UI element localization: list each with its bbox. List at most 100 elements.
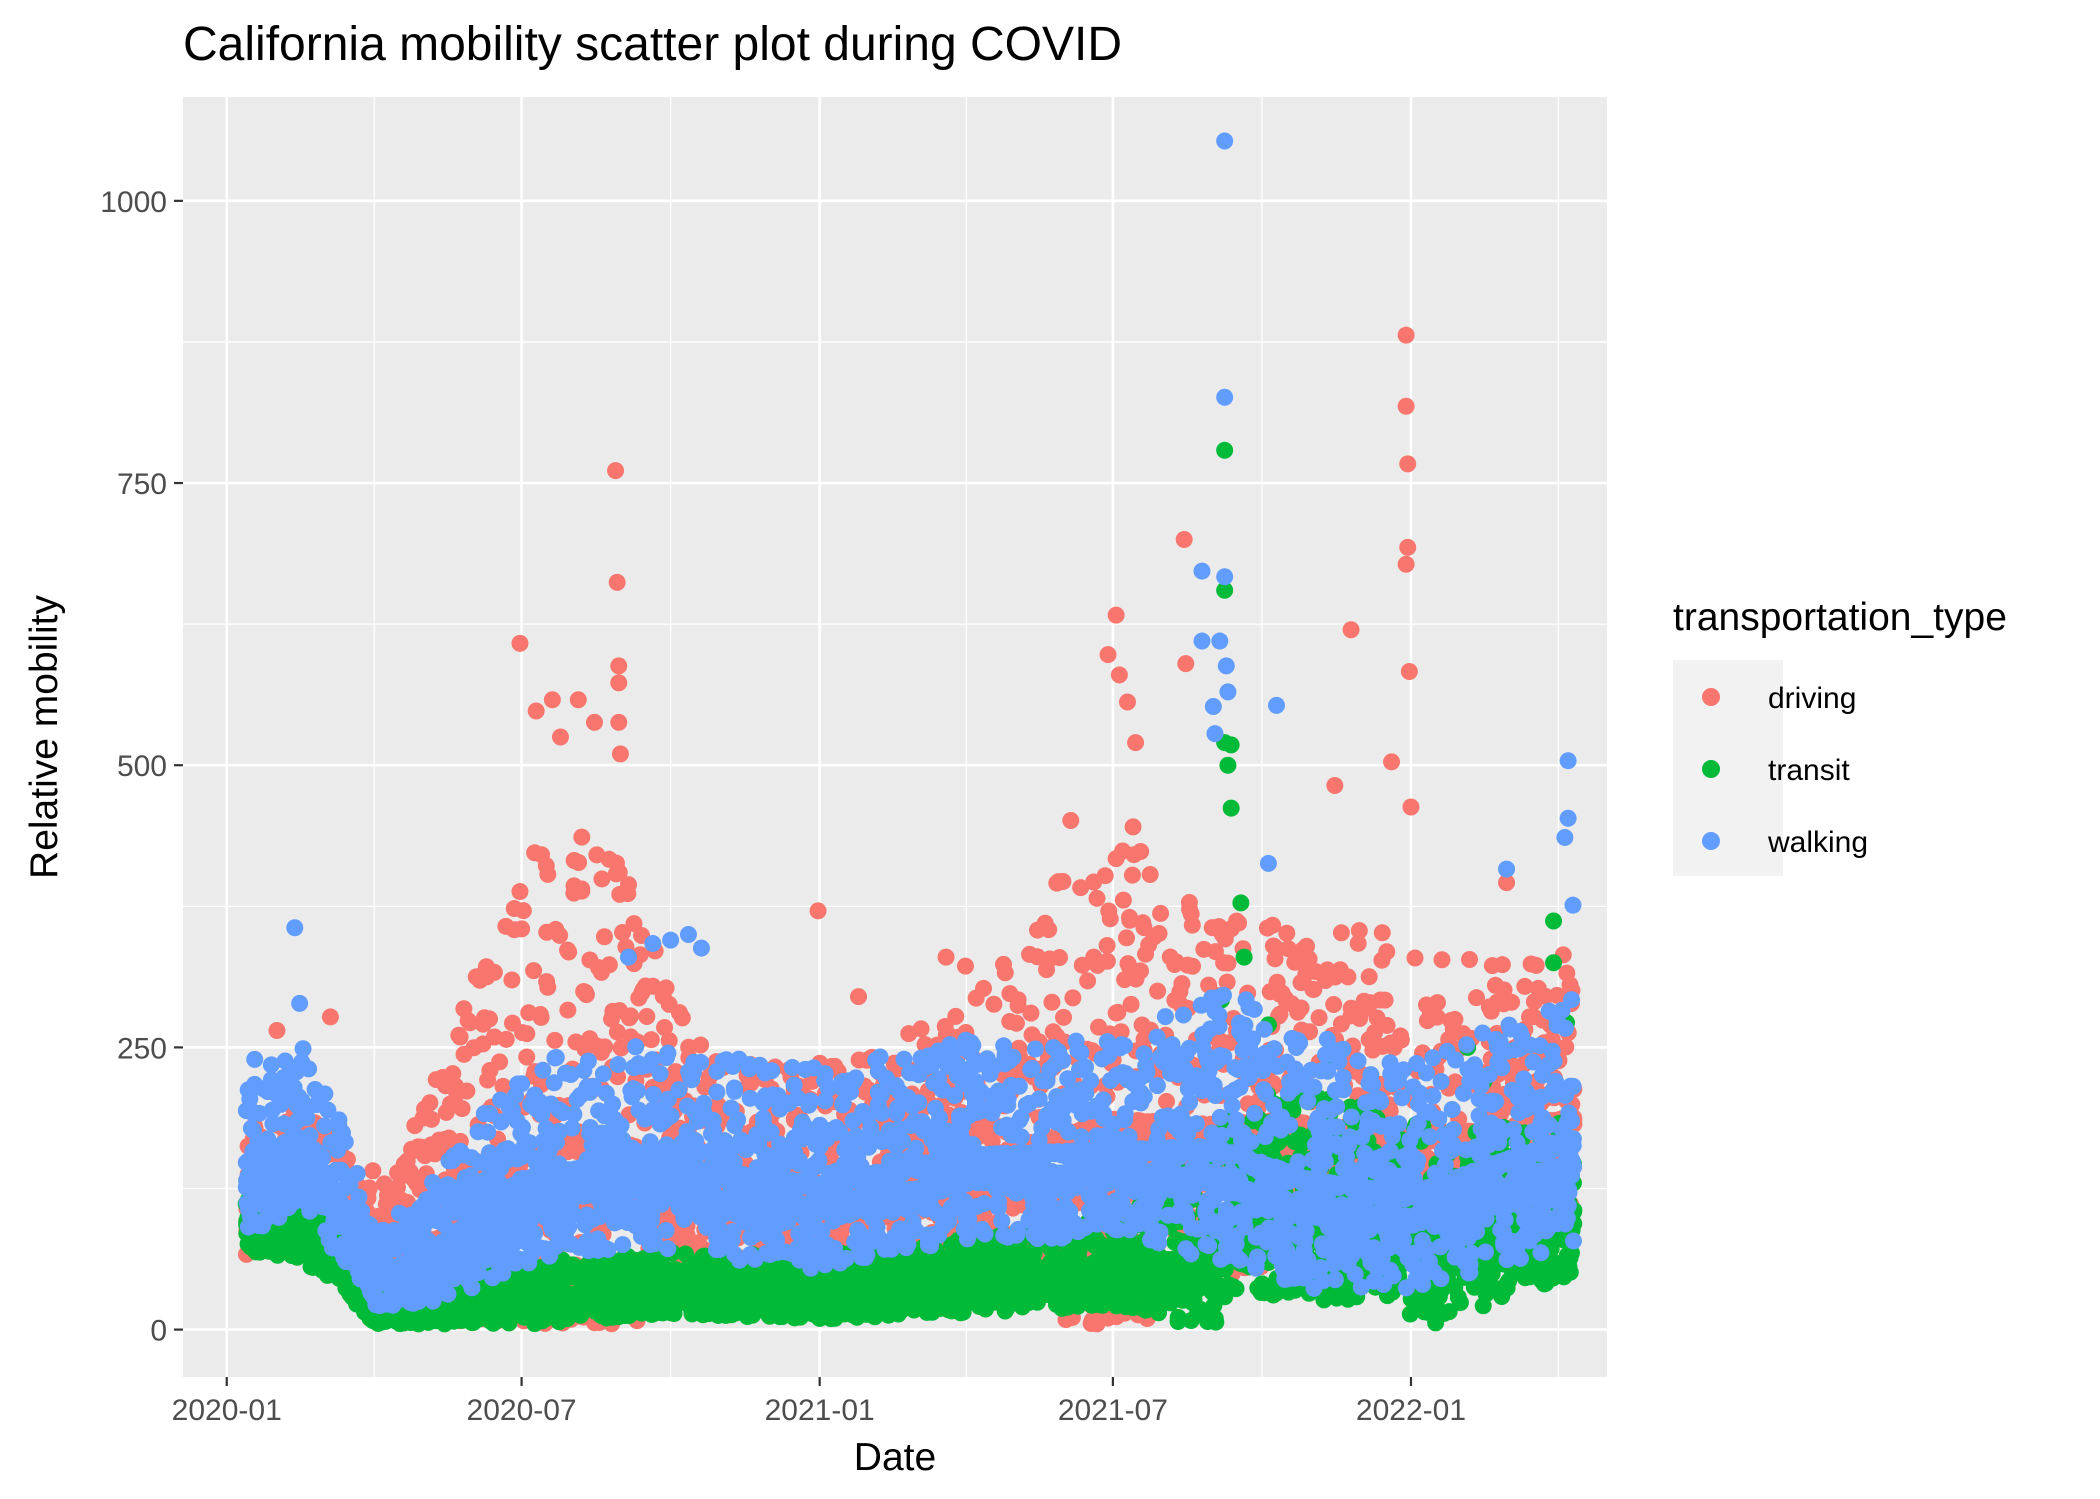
point-driving (539, 865, 557, 883)
point-driving (1400, 663, 1418, 681)
point-driving (1088, 889, 1106, 907)
point-driving (1101, 910, 1119, 928)
point-driving (511, 634, 529, 652)
point-driving (532, 1008, 550, 1026)
point-driving (1096, 867, 1114, 885)
point-driving (611, 745, 629, 763)
point-driving (1064, 989, 1082, 1007)
point-driving (1399, 538, 1417, 556)
point-driving (614, 924, 632, 942)
point-driving (609, 1068, 627, 1086)
point-driving (610, 674, 628, 692)
point-driving (1173, 975, 1191, 993)
point-driving (1399, 455, 1417, 473)
point-driving (1118, 693, 1136, 711)
point-driving (608, 573, 626, 591)
point-driving (1378, 1016, 1396, 1034)
point-driving (1446, 1010, 1464, 1028)
point-driving (1110, 666, 1128, 684)
point-driving (610, 713, 628, 731)
point-driving (1175, 530, 1193, 548)
point-driving (1079, 972, 1097, 990)
point-driving (268, 1021, 286, 1039)
point-driving (1332, 924, 1350, 942)
point-driving (485, 963, 503, 981)
point-driving (1428, 994, 1446, 1012)
point-driving (620, 876, 638, 894)
point-driving (600, 956, 618, 974)
point-driving (996, 964, 1014, 982)
point-driving (1326, 777, 1344, 795)
point-driving (543, 691, 561, 709)
point-driving (692, 1036, 710, 1054)
point-driving (551, 728, 569, 746)
point-driving (1098, 952, 1116, 970)
point-driving (1007, 1014, 1025, 1032)
point-driving (1392, 1031, 1410, 1049)
point-driving (321, 1008, 339, 1026)
point-driving (1397, 326, 1415, 344)
point-driving (560, 943, 578, 961)
point-driving (947, 1007, 965, 1025)
point-driving (481, 1010, 499, 1028)
point-driving (975, 979, 993, 997)
point-driving (1527, 956, 1545, 974)
point-driving (453, 1100, 471, 1118)
point-driving (1123, 866, 1141, 884)
point-driving (985, 995, 1003, 1013)
point-driving (1054, 873, 1072, 891)
point-driving (1461, 950, 1479, 968)
point-driving (551, 926, 569, 944)
point-driving (1118, 929, 1136, 947)
point-driving (559, 1001, 577, 1019)
point-driving (421, 1094, 439, 1112)
point-driving (1043, 993, 1061, 1011)
point-driving (585, 713, 603, 731)
point-driving (491, 1053, 509, 1071)
point-driving (569, 691, 587, 709)
point-driving (673, 1009, 691, 1027)
point-driving (525, 962, 543, 980)
point-driving (1183, 916, 1201, 934)
point-driving (596, 1038, 614, 1056)
point-driving (577, 986, 595, 1004)
point-driving (1278, 924, 1296, 942)
point-driving (1219, 954, 1237, 972)
point-driving (546, 1031, 564, 1049)
point-driving (1022, 1004, 1040, 1022)
point-driving (595, 928, 613, 946)
point-driving (1098, 937, 1116, 955)
chart-title: California mobility scatter plot during … (183, 18, 1122, 71)
point-driving (1062, 812, 1080, 830)
point-driving (850, 988, 868, 1006)
point-driving (607, 462, 625, 480)
point-driving (657, 979, 675, 997)
point-driving (1122, 995, 1140, 1013)
point-driving (1114, 891, 1132, 909)
point-driving (1397, 555, 1415, 573)
point-driving (1397, 397, 1415, 415)
point-driving (494, 1077, 512, 1095)
point-driving (1107, 606, 1125, 624)
point-driving (1310, 1009, 1328, 1027)
point-driving (1406, 949, 1424, 967)
point-driving (1177, 655, 1195, 673)
point-driving (1131, 962, 1149, 980)
point-driving (1150, 925, 1168, 943)
point-driving (497, 1030, 515, 1048)
point-driving (573, 882, 591, 900)
point-driving (742, 1074, 760, 1092)
point-driving (1141, 866, 1159, 884)
point-driving (1342, 621, 1360, 639)
point-driving (1360, 968, 1378, 986)
data-points (237, 132, 1583, 1333)
point-driving (1051, 949, 1069, 967)
point-driving (622, 1007, 640, 1025)
point-driving (1325, 996, 1343, 1014)
point-driving (1376, 991, 1394, 1009)
point-driving (610, 863, 628, 881)
point-driving (514, 902, 532, 920)
point-driving (513, 920, 531, 938)
point-driving (1184, 957, 1202, 975)
point-driving (656, 1019, 674, 1037)
